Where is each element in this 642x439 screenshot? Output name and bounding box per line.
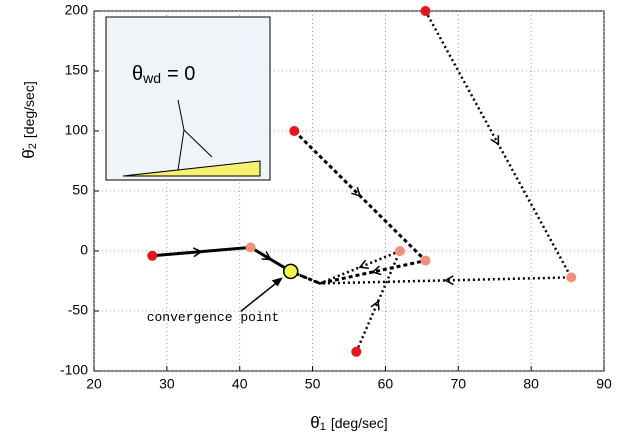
y-tick-label: 150 xyxy=(65,62,89,78)
trajectory xyxy=(290,129,429,285)
turn-point xyxy=(245,242,256,253)
convergence-point xyxy=(282,263,299,280)
y-label-sub: 2 xyxy=(27,143,39,149)
x-tick-label: 20 xyxy=(86,376,102,392)
annotation-arrowhead xyxy=(271,277,283,287)
annotation: convergence point xyxy=(147,310,280,325)
torso xyxy=(177,99,185,131)
inset: θwd = 0 xyxy=(105,16,271,181)
direction-arrow xyxy=(358,259,369,269)
x-label-unit: [deg/sec] xyxy=(331,415,388,431)
start-point xyxy=(420,6,431,16)
x-tick-label: 30 xyxy=(159,376,175,392)
slope xyxy=(122,160,261,177)
x-axis-label: θ̇1 [deg/sec] xyxy=(310,413,387,432)
x-tick-label: 80 xyxy=(523,376,539,392)
y-label-unit: [deg/sec] xyxy=(21,81,37,138)
y-tick-label: 100 xyxy=(65,122,89,138)
inset-sub: wd xyxy=(142,70,161,86)
x-tick-label: 40 xyxy=(232,376,248,392)
y-tick-label: -50 xyxy=(68,302,88,318)
turn-point xyxy=(420,255,431,266)
y-axis-label: θ̇2 [deg/sec] xyxy=(19,81,38,158)
direction-arrow xyxy=(370,299,380,311)
inset-symbol: θ xyxy=(132,63,143,85)
direction-arrow xyxy=(261,251,273,261)
x-label-sub: 1 xyxy=(320,421,326,433)
inset-text: = 0 xyxy=(167,63,195,85)
start-point xyxy=(351,346,362,357)
direction-arrow xyxy=(351,186,362,197)
start-point xyxy=(147,250,158,261)
start-point xyxy=(289,126,300,136)
y-label-symbol: θ̇ xyxy=(19,148,38,158)
direction-arrow xyxy=(490,135,500,146)
y-tick-label: 200 xyxy=(65,2,89,18)
leg xyxy=(177,129,185,171)
leg xyxy=(183,129,213,158)
inset-box xyxy=(105,16,271,181)
direction-arrow xyxy=(192,247,204,258)
y-tick-label: 0 xyxy=(80,242,88,258)
x-label-symbol: θ̇ xyxy=(310,413,320,432)
direction-arrow xyxy=(371,265,382,276)
x-tick-label: 60 xyxy=(378,376,394,392)
trajectory xyxy=(290,10,574,285)
x-tick-label: 50 xyxy=(305,376,321,392)
direction-arrow xyxy=(443,275,454,286)
trajectory xyxy=(290,248,403,353)
annotation-arrow xyxy=(240,278,282,312)
x-tick-label: 90 xyxy=(596,376,612,392)
turn-point xyxy=(395,246,405,256)
turn-point xyxy=(566,272,577,283)
y-tick-label: 50 xyxy=(72,182,88,198)
y-tick-label: -100 xyxy=(60,362,88,378)
x-tick-label: 70 xyxy=(450,376,466,392)
inset-symbol: θwd = 0 xyxy=(132,63,195,85)
